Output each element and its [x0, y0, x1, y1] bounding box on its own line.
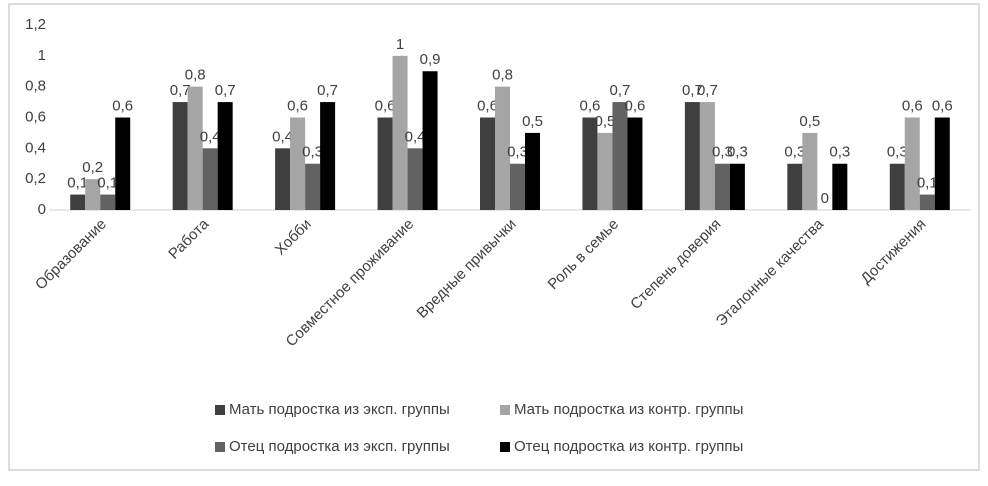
bar	[802, 132, 818, 210]
y-tick-label: 0,4	[25, 139, 46, 156]
y-tick-label: 0	[38, 201, 46, 218]
data-label: 0,7	[697, 82, 718, 99]
data-label: 0,3	[727, 144, 748, 161]
bar	[187, 86, 203, 210]
bar	[290, 117, 306, 210]
data-label: 0,7	[317, 82, 338, 99]
bar	[115, 117, 131, 210]
data-label: 0,6	[375, 97, 396, 114]
bar	[787, 163, 803, 210]
bar	[582, 117, 598, 210]
bar	[495, 86, 510, 210]
legend-swatch	[215, 405, 225, 415]
bar	[202, 148, 218, 210]
legend-swatch	[215, 442, 225, 452]
data-label: 0,1	[917, 175, 938, 192]
y-tick-label: 1,2	[25, 16, 46, 33]
bar	[729, 163, 745, 210]
legend-label: Отец подростка из эксп. группы	[229, 438, 450, 455]
data-label: 0,5	[595, 113, 616, 130]
data-label: 0,3	[302, 144, 323, 161]
bar	[172, 102, 188, 210]
bar	[85, 179, 101, 210]
data-label: 0,7	[682, 82, 703, 99]
data-label: 0,5	[799, 113, 820, 130]
bar	[320, 102, 336, 210]
legend-label: Мать подростка из контр. группы	[514, 401, 743, 418]
y-tick-label: 0,8	[25, 78, 46, 95]
data-label: 0,6	[580, 97, 601, 114]
legend-swatch	[500, 405, 510, 415]
data-label: 0,9	[420, 51, 441, 68]
data-label: 0,3	[712, 144, 733, 161]
y-tick-label: 0,6	[25, 108, 46, 125]
bar	[934, 117, 950, 210]
bar	[217, 102, 233, 210]
bar	[612, 102, 628, 210]
data-label: 0,6	[287, 97, 308, 114]
bar	[275, 148, 291, 210]
legend-swatch	[500, 442, 510, 452]
bar	[510, 163, 525, 210]
data-label: 0	[821, 190, 829, 207]
bar	[70, 194, 86, 210]
bar	[525, 132, 540, 210]
legend-label: Мать подростка из эксп. группы	[229, 401, 450, 418]
data-label: 0,6	[112, 97, 133, 114]
data-label: 0,3	[887, 144, 908, 161]
data-label: 0,7	[170, 82, 191, 99]
data-label: 1	[396, 36, 404, 53]
data-label: 0,4	[405, 128, 426, 145]
data-label: 0,8	[185, 67, 206, 84]
bar	[305, 163, 321, 210]
data-label: 0,1	[97, 175, 118, 192]
legend-label: Отец подростка из контр. группы	[514, 438, 743, 455]
bar	[407, 148, 423, 210]
bar	[919, 194, 935, 210]
bar	[832, 163, 848, 210]
data-label: 0,6	[932, 97, 953, 114]
bar	[699, 102, 715, 210]
data-label: 0,7	[610, 82, 631, 99]
bar	[480, 117, 495, 210]
y-tick-label: 1	[38, 47, 46, 64]
bar	[392, 55, 408, 211]
data-label: 0,6	[902, 97, 923, 114]
data-label: 0,7	[215, 82, 236, 99]
data-label: 0,4	[200, 128, 221, 145]
data-label: 0,5	[522, 113, 543, 130]
data-label: 0,3	[784, 144, 805, 161]
bar	[377, 117, 393, 210]
bar	[597, 132, 613, 210]
data-label: 0,1	[67, 175, 88, 192]
data-label: 0,8	[492, 67, 513, 84]
y-tick-label: 0,2	[25, 170, 46, 187]
data-label: 0,3	[507, 144, 528, 161]
bar	[627, 117, 643, 210]
bar	[714, 163, 730, 210]
bar	[904, 117, 920, 210]
bar	[889, 163, 905, 210]
bar	[100, 194, 116, 210]
chart-border	[8, 3, 980, 471]
bar	[684, 102, 700, 210]
data-label: 0,2	[82, 159, 103, 176]
data-label: 0,3	[829, 144, 850, 161]
data-label: 0,6	[477, 97, 498, 114]
data-label: 0,4	[272, 128, 293, 145]
data-label: 0,6	[625, 97, 646, 114]
bar	[422, 71, 438, 210]
